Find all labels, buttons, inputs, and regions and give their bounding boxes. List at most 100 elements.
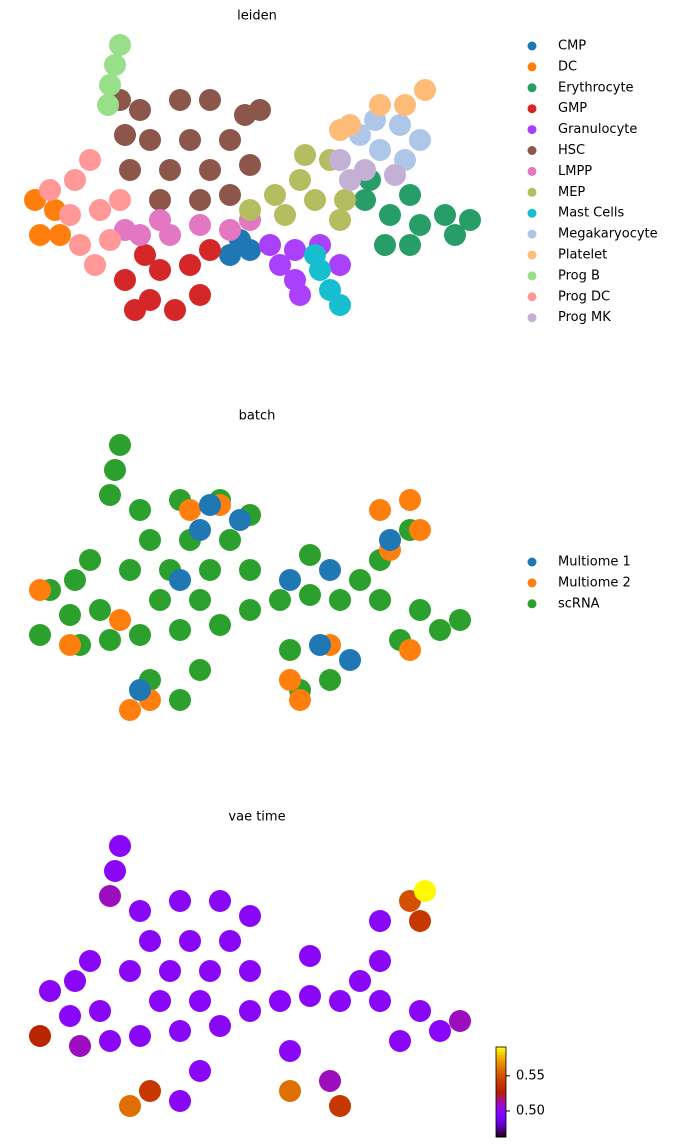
point bbox=[59, 604, 81, 626]
colorbar-segment bbox=[496, 1107, 506, 1109]
point bbox=[49, 224, 71, 246]
point bbox=[289, 169, 311, 191]
legend-label: CMP bbox=[558, 39, 586, 54]
point bbox=[319, 1070, 341, 1092]
colorbar-segment bbox=[496, 1132, 506, 1135]
colorbar-segment bbox=[496, 1122, 506, 1124]
point bbox=[219, 129, 241, 151]
point bbox=[179, 254, 201, 276]
colorbar-tick-label: 0.50 bbox=[516, 1103, 545, 1118]
colorbar-frame bbox=[495, 1046, 507, 1138]
point bbox=[299, 584, 321, 606]
point bbox=[169, 89, 191, 111]
point bbox=[109, 609, 131, 631]
point bbox=[39, 980, 61, 1002]
colorbar-tick-label: 0.55 bbox=[516, 1068, 545, 1083]
point bbox=[239, 960, 261, 982]
colorbar-segment bbox=[496, 1126, 506, 1129]
point bbox=[304, 189, 326, 211]
colorbar-segment bbox=[496, 1086, 506, 1088]
point bbox=[139, 529, 161, 551]
point bbox=[289, 689, 311, 711]
legend-label: Prog MK bbox=[558, 310, 611, 325]
point bbox=[109, 189, 131, 211]
point bbox=[309, 634, 331, 656]
point bbox=[89, 1000, 111, 1022]
colorbar-segment bbox=[496, 1053, 506, 1055]
colorbar-segment bbox=[496, 1071, 506, 1073]
point bbox=[409, 129, 431, 151]
legend-label: Prog DC bbox=[558, 289, 610, 304]
colorbar-segment bbox=[496, 1108, 506, 1111]
point bbox=[169, 689, 191, 711]
colorbar-segment bbox=[496, 1078, 506, 1081]
point bbox=[369, 94, 391, 116]
point bbox=[304, 244, 326, 266]
legend-marker bbox=[527, 41, 537, 51]
point bbox=[159, 159, 181, 181]
point bbox=[239, 905, 261, 927]
colorbar-segment bbox=[496, 1093, 506, 1096]
point bbox=[389, 1030, 411, 1052]
legend-label: Multiome 2 bbox=[558, 575, 631, 590]
point bbox=[149, 259, 171, 281]
colorbar-segment bbox=[496, 1075, 506, 1078]
colorbar-segment bbox=[496, 1123, 506, 1126]
point bbox=[229, 509, 251, 531]
point bbox=[104, 54, 126, 76]
legend-label: Granulocyte bbox=[558, 122, 637, 137]
colorbar-segment bbox=[496, 1125, 506, 1127]
legend-marker bbox=[527, 292, 537, 302]
point bbox=[59, 204, 81, 226]
colorbar-segment bbox=[496, 1083, 506, 1085]
point bbox=[114, 269, 136, 291]
colorbar-segment bbox=[496, 1098, 506, 1100]
point bbox=[409, 599, 431, 621]
point bbox=[399, 639, 421, 661]
point bbox=[299, 544, 321, 566]
colorbar-segment bbox=[496, 1128, 506, 1130]
point bbox=[414, 79, 436, 101]
point bbox=[399, 489, 421, 511]
colorbar-segment bbox=[496, 1062, 506, 1064]
point bbox=[329, 294, 351, 316]
point bbox=[129, 679, 151, 701]
point bbox=[29, 579, 51, 601]
point bbox=[319, 559, 341, 581]
point bbox=[329, 589, 351, 611]
colorbar-segment bbox=[496, 1131, 506, 1133]
colorbar-segment bbox=[496, 1056, 506, 1058]
point bbox=[99, 74, 121, 96]
point bbox=[334, 189, 356, 211]
point bbox=[129, 900, 151, 922]
point bbox=[189, 990, 211, 1012]
colorbar-segment bbox=[496, 1116, 506, 1118]
point bbox=[109, 34, 131, 56]
point bbox=[119, 559, 141, 581]
point bbox=[199, 559, 221, 581]
point bbox=[219, 219, 241, 241]
legend-label: GMP bbox=[558, 101, 587, 116]
colorbar-segment bbox=[496, 1111, 506, 1114]
point bbox=[149, 189, 171, 211]
point bbox=[239, 599, 261, 621]
chart-title: leiden bbox=[237, 9, 277, 24]
point bbox=[409, 1000, 431, 1022]
point bbox=[279, 569, 301, 591]
point bbox=[199, 89, 221, 111]
point bbox=[399, 184, 421, 206]
point bbox=[379, 529, 401, 551]
point bbox=[164, 299, 186, 321]
point bbox=[59, 634, 81, 656]
point bbox=[449, 1010, 471, 1032]
point bbox=[69, 234, 91, 256]
point bbox=[239, 239, 261, 261]
point bbox=[64, 169, 86, 191]
point bbox=[409, 214, 431, 236]
point bbox=[29, 1025, 51, 1047]
point bbox=[429, 1020, 451, 1042]
colorbar-segment bbox=[496, 1120, 506, 1123]
colorbar-segment bbox=[496, 1101, 506, 1103]
colorbar-segment bbox=[496, 1102, 506, 1105]
